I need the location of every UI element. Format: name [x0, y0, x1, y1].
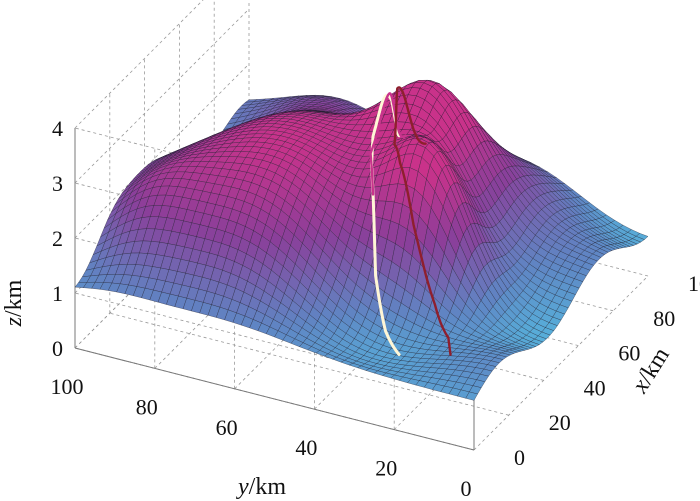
- y-tick-label: 100: [51, 374, 84, 399]
- x-tick-label: 60: [618, 341, 640, 366]
- x-tick-label: 0: [514, 445, 525, 470]
- path-series-line-1: [370, 93, 401, 356]
- path-series: [369, 86, 452, 356]
- terrain-surface: [74, 80, 649, 401]
- x-tick-label: 100: [688, 271, 700, 296]
- z-tick-label: 4: [52, 116, 63, 141]
- path-series-line-2: [369, 92, 407, 196]
- y-tick-label: 40: [295, 435, 317, 460]
- x-tick-label: 20: [549, 410, 571, 435]
- x-tick-label: 40: [584, 375, 606, 400]
- y-tick-label: 0: [461, 476, 472, 501]
- y-tick-label: 80: [136, 394, 158, 419]
- y-tick-label: 20: [375, 456, 397, 481]
- y-tick-label: 60: [216, 415, 238, 440]
- axis-ticks: 01234020406080100020406080100: [51, 116, 700, 501]
- y-axis-label: y/km: [236, 474, 286, 500]
- path-series-line-3: [393, 86, 452, 356]
- z-tick-label: 3: [52, 171, 63, 196]
- z-tick-label: 0: [52, 336, 63, 361]
- surface-cell: [465, 391, 478, 401]
- z-axis-label: z/km: [1, 279, 27, 327]
- x-tick-label: 80: [653, 306, 675, 331]
- z-tick-label: 1: [52, 281, 63, 306]
- z-tick-label: 2: [52, 226, 63, 251]
